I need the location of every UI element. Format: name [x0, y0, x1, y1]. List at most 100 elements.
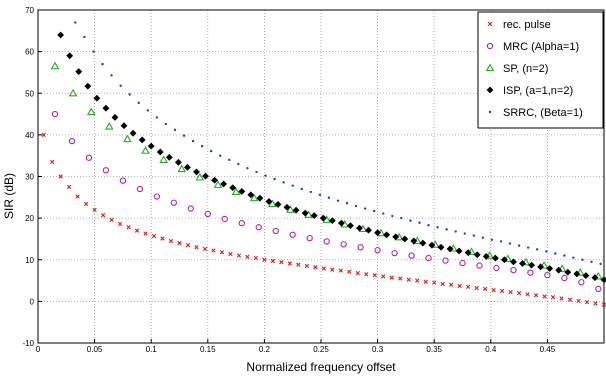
data-point	[101, 62, 104, 66]
data-point	[442, 257, 449, 264]
data-point	[310, 212, 318, 220]
data-point	[593, 301, 598, 306]
data-point	[159, 155, 168, 163]
data-point	[50, 61, 60, 70]
data-point	[567, 297, 573, 302]
data-point	[573, 270, 581, 278]
data-point	[231, 187, 241, 196]
data-point	[519, 260, 526, 267]
data-point	[459, 259, 466, 267]
data-point	[66, 184, 72, 190]
data-point	[527, 269, 534, 276]
data-point	[74, 21, 77, 24]
data-point	[391, 214, 394, 218]
data-point	[415, 278, 420, 283]
data-point	[146, 109, 150, 112]
data-point	[138, 136, 146, 144]
data-point	[528, 261, 535, 269]
series-dot	[74, 21, 602, 266]
data-point	[313, 265, 318, 270]
data-point	[490, 238, 494, 241]
data-point	[58, 174, 63, 179]
data-point	[437, 243, 445, 251]
y-axis-label: SIR (dB)	[2, 173, 16, 219]
data-point	[247, 191, 255, 199]
data-point	[526, 246, 530, 249]
data-point	[153, 193, 161, 200]
data-point	[473, 251, 481, 259]
data-point	[151, 233, 157, 239]
data-point	[147, 142, 155, 150]
data-point	[255, 224, 262, 231]
data-point	[119, 84, 122, 87]
legend-marker	[486, 42, 494, 50]
data-point	[448, 282, 454, 287]
legend-label: ISP, (a=1,n=2)	[503, 85, 573, 97]
data-point	[357, 244, 364, 251]
data-point	[238, 219, 245, 227]
data-point	[143, 231, 148, 236]
legend-marker	[488, 110, 492, 114]
data-point	[465, 284, 471, 289]
data-point	[410, 237, 418, 245]
data-point	[427, 224, 430, 227]
data-point	[364, 272, 369, 277]
data-point	[194, 245, 199, 250]
data-point	[555, 266, 563, 274]
data-point	[491, 254, 499, 262]
x-tick-label: 0.4	[485, 345, 497, 354]
data-point	[347, 222, 354, 230]
data-point	[111, 113, 119, 121]
data-point	[66, 52, 74, 60]
data-point	[584, 300, 590, 305]
data-point	[401, 235, 409, 243]
data-point	[464, 249, 472, 257]
data-point	[185, 242, 191, 248]
data-point	[309, 190, 313, 194]
data-point	[174, 158, 182, 166]
y-tick-label: 50	[25, 89, 34, 98]
data-point	[550, 295, 556, 300]
data-point	[391, 249, 398, 257]
data-point	[228, 158, 231, 162]
data-point	[123, 134, 132, 143]
data-point	[137, 101, 140, 105]
data-point	[536, 248, 539, 251]
data-point	[136, 185, 144, 193]
data-point	[287, 261, 293, 266]
x-tick-label: 0.1	[146, 345, 158, 354]
data-point	[301, 209, 309, 217]
data-point	[202, 246, 208, 252]
data-point	[283, 203, 291, 211]
data-point	[372, 272, 377, 278]
data-point	[482, 252, 490, 260]
data-point	[510, 267, 517, 274]
data-point	[100, 213, 106, 218]
legend-label: rec. pulse	[503, 19, 551, 31]
legend: rec. pulse MRC (Alpha=1) SP, (n=2) ISP, (a=…	[477, 11, 604, 129]
data-point	[274, 200, 282, 208]
y-tick-label: 70	[25, 6, 34, 15]
y-tick-label: 30	[25, 173, 34, 182]
y-tick-label: 0	[30, 297, 35, 306]
data-point	[327, 196, 331, 199]
data-point	[286, 205, 295, 213]
data-point	[160, 236, 165, 241]
x-tick-label: 0.15	[200, 345, 216, 354]
data-point	[291, 184, 294, 187]
data-point	[457, 283, 462, 289]
data-point	[209, 149, 213, 153]
data-point	[75, 68, 83, 76]
x-tick-label: 0.3	[372, 345, 384, 354]
data-point	[182, 134, 186, 137]
data-point	[85, 154, 93, 161]
data-point	[202, 172, 209, 180]
data-point	[330, 267, 335, 272]
data-point	[432, 280, 437, 285]
data-point	[51, 110, 59, 118]
legend-label: SRRC, (Beta=1)	[503, 107, 583, 119]
data-point	[476, 262, 483, 269]
data-point	[187, 205, 194, 212]
data-point	[482, 286, 488, 292]
data-point	[300, 187, 303, 191]
